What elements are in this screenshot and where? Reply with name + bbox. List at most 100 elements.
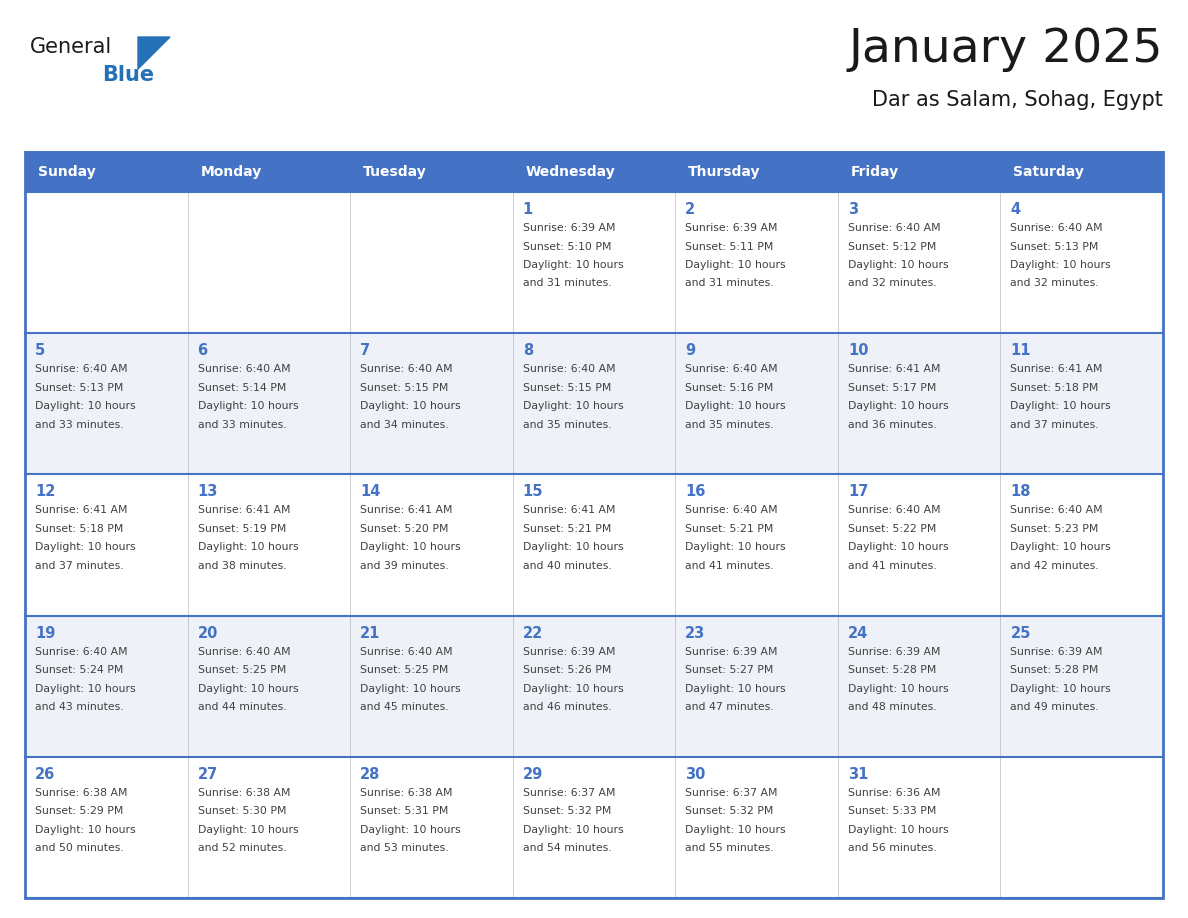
Text: Daylight: 10 hours: Daylight: 10 hours	[197, 684, 298, 694]
Text: Sunset: 5:28 PM: Sunset: 5:28 PM	[1011, 666, 1099, 675]
Text: Sunrise: 6:40 AM: Sunrise: 6:40 AM	[197, 646, 290, 656]
Text: 12: 12	[34, 485, 56, 499]
Text: Daylight: 10 hours: Daylight: 10 hours	[523, 824, 624, 834]
Text: Sunset: 5:13 PM: Sunset: 5:13 PM	[34, 383, 124, 393]
Text: Daylight: 10 hours: Daylight: 10 hours	[523, 684, 624, 694]
Bar	[513, 756, 675, 898]
Text: Daylight: 10 hours: Daylight: 10 hours	[34, 543, 135, 553]
Text: Sunrise: 6:38 AM: Sunrise: 6:38 AM	[34, 788, 127, 798]
Text: Sunrise: 6:41 AM: Sunrise: 6:41 AM	[1011, 364, 1102, 375]
Text: Sunrise: 6:40 AM: Sunrise: 6:40 AM	[1011, 223, 1102, 233]
Text: Daylight: 10 hours: Daylight: 10 hours	[360, 684, 461, 694]
Bar	[350, 192, 513, 333]
Text: and 46 minutes.: and 46 minutes.	[523, 702, 612, 712]
Text: 28: 28	[360, 767, 380, 782]
Text: 31: 31	[848, 767, 868, 782]
Text: Sunset: 5:26 PM: Sunset: 5:26 PM	[523, 666, 611, 675]
Text: and 33 minutes.: and 33 minutes.	[197, 420, 286, 430]
Text: and 56 minutes.: and 56 minutes.	[848, 844, 936, 854]
Text: January 2025: January 2025	[848, 27, 1163, 72]
Text: Sunset: 5:18 PM: Sunset: 5:18 PM	[34, 524, 124, 534]
Text: Blue: Blue	[102, 65, 154, 85]
Text: Daylight: 10 hours: Daylight: 10 hours	[523, 260, 624, 270]
Text: and 42 minutes.: and 42 minutes.	[1011, 561, 1099, 571]
Bar	[1000, 192, 1163, 333]
Bar	[675, 192, 838, 333]
Text: and 43 minutes.: and 43 minutes.	[34, 702, 124, 712]
Text: 11: 11	[1011, 343, 1031, 358]
Text: Daylight: 10 hours: Daylight: 10 hours	[685, 824, 786, 834]
Text: Sunrise: 6:37 AM: Sunrise: 6:37 AM	[685, 788, 778, 798]
Text: and 33 minutes.: and 33 minutes.	[34, 420, 124, 430]
Text: Sunset: 5:27 PM: Sunset: 5:27 PM	[685, 666, 773, 675]
Text: Sunrise: 6:40 AM: Sunrise: 6:40 AM	[1011, 506, 1102, 515]
Bar	[350, 333, 513, 475]
Text: and 31 minutes.: and 31 minutes.	[523, 278, 612, 288]
Text: and 36 minutes.: and 36 minutes.	[848, 420, 936, 430]
Text: Sunset: 5:32 PM: Sunset: 5:32 PM	[685, 806, 773, 816]
Bar	[188, 152, 350, 192]
Text: 17: 17	[848, 485, 868, 499]
Text: Sunset: 5:24 PM: Sunset: 5:24 PM	[34, 666, 124, 675]
Bar	[675, 152, 838, 192]
Text: and 35 minutes.: and 35 minutes.	[523, 420, 612, 430]
Text: 2: 2	[685, 202, 695, 217]
Text: 10: 10	[848, 343, 868, 358]
Text: 19: 19	[34, 625, 56, 641]
Text: Sunrise: 6:41 AM: Sunrise: 6:41 AM	[34, 506, 127, 515]
Text: Dar as Salam, Sohag, Egypt: Dar as Salam, Sohag, Egypt	[872, 90, 1163, 110]
Text: Sunset: 5:15 PM: Sunset: 5:15 PM	[523, 383, 611, 393]
Text: Sunrise: 6:41 AM: Sunrise: 6:41 AM	[848, 364, 941, 375]
Text: Sunday: Sunday	[38, 165, 96, 179]
Text: Daylight: 10 hours: Daylight: 10 hours	[523, 401, 624, 411]
Text: Sunrise: 6:37 AM: Sunrise: 6:37 AM	[523, 788, 615, 798]
Text: Sunset: 5:17 PM: Sunset: 5:17 PM	[848, 383, 936, 393]
Text: and 37 minutes.: and 37 minutes.	[34, 561, 124, 571]
Bar	[350, 475, 513, 616]
Text: 23: 23	[685, 625, 706, 641]
Text: Daylight: 10 hours: Daylight: 10 hours	[197, 824, 298, 834]
Text: Sunrise: 6:40 AM: Sunrise: 6:40 AM	[360, 646, 453, 656]
Text: 27: 27	[197, 767, 217, 782]
Text: General: General	[30, 37, 112, 57]
Text: Daylight: 10 hours: Daylight: 10 hours	[848, 401, 948, 411]
Text: 6: 6	[197, 343, 208, 358]
Text: Saturday: Saturday	[1013, 165, 1085, 179]
Text: and 54 minutes.: and 54 minutes.	[523, 844, 612, 854]
Text: 21: 21	[360, 625, 380, 641]
Text: and 31 minutes.: and 31 minutes.	[685, 278, 773, 288]
Bar	[838, 756, 1000, 898]
Text: 1: 1	[523, 202, 533, 217]
Text: 29: 29	[523, 767, 543, 782]
Text: 7: 7	[360, 343, 371, 358]
Text: Daylight: 10 hours: Daylight: 10 hours	[197, 401, 298, 411]
Bar	[675, 475, 838, 616]
Text: Sunset: 5:30 PM: Sunset: 5:30 PM	[197, 806, 286, 816]
Text: 24: 24	[848, 625, 868, 641]
Text: and 44 minutes.: and 44 minutes.	[197, 702, 286, 712]
Bar	[513, 192, 675, 333]
Text: 16: 16	[685, 485, 706, 499]
Text: Wednesday: Wednesday	[526, 165, 615, 179]
Bar	[188, 616, 350, 756]
Text: Sunrise: 6:40 AM: Sunrise: 6:40 AM	[848, 506, 941, 515]
Text: Sunrise: 6:40 AM: Sunrise: 6:40 AM	[34, 364, 127, 375]
Text: Daylight: 10 hours: Daylight: 10 hours	[1011, 684, 1111, 694]
Text: 25: 25	[1011, 625, 1031, 641]
Text: 4: 4	[1011, 202, 1020, 217]
Text: 18: 18	[1011, 485, 1031, 499]
Text: Daylight: 10 hours: Daylight: 10 hours	[1011, 260, 1111, 270]
Text: and 32 minutes.: and 32 minutes.	[1011, 278, 1099, 288]
Bar	[838, 475, 1000, 616]
Text: Sunrise: 6:38 AM: Sunrise: 6:38 AM	[360, 788, 453, 798]
Text: Daylight: 10 hours: Daylight: 10 hours	[685, 401, 786, 411]
Text: 3: 3	[848, 202, 858, 217]
Text: 30: 30	[685, 767, 706, 782]
Text: Friday: Friday	[851, 165, 899, 179]
Text: Sunset: 5:10 PM: Sunset: 5:10 PM	[523, 241, 611, 252]
Bar	[838, 616, 1000, 756]
Text: Daylight: 10 hours: Daylight: 10 hours	[197, 543, 298, 553]
Text: Sunrise: 6:40 AM: Sunrise: 6:40 AM	[523, 364, 615, 375]
Text: Sunrise: 6:39 AM: Sunrise: 6:39 AM	[685, 646, 778, 656]
Text: Daylight: 10 hours: Daylight: 10 hours	[360, 824, 461, 834]
